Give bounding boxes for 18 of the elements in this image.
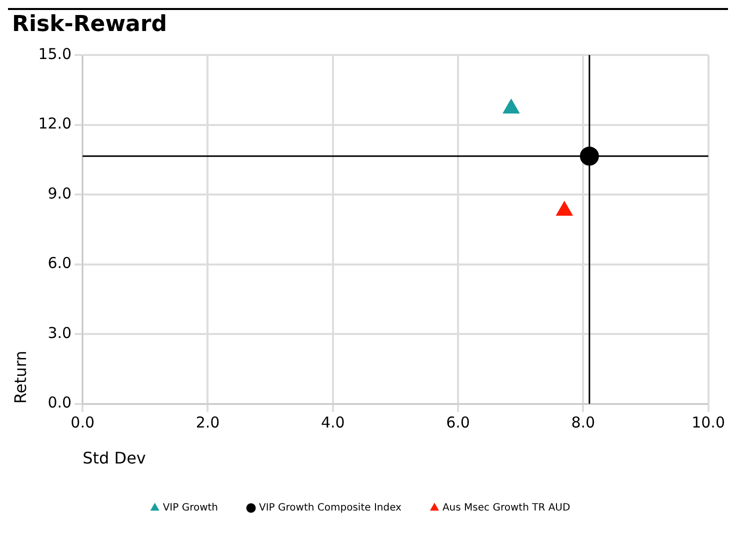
- x-tick-label: 2.0: [196, 414, 220, 432]
- y-tick-label: 0.0: [48, 394, 72, 412]
- y-tick-label: 3.0: [48, 324, 72, 342]
- y-axis-title: Return: [10, 350, 30, 404]
- y-tick-label: 9.0: [48, 184, 72, 202]
- x-axis-title: Std Dev: [82, 448, 146, 468]
- x-tick-label: 4.0: [320, 414, 345, 432]
- y-tick-label: 6.0: [48, 254, 72, 272]
- legend-label: Aus Msec Growth TR AUD: [442, 502, 570, 514]
- y-tick-label: 15.0: [38, 44, 72, 63]
- y-tick-label: 12.0: [38, 114, 72, 133]
- legend-label: VIP Growth Composite Index: [259, 502, 402, 514]
- x-tick-label: 0.0: [70, 414, 95, 432]
- x-tick-label: 8.0: [571, 414, 596, 432]
- chart-title: Risk-Reward: [8, 8, 728, 43]
- x-tick-label: 6.0: [446, 414, 470, 432]
- legend-label: VIP Growth: [162, 502, 218, 514]
- x-tick-label: 10.0: [692, 414, 726, 432]
